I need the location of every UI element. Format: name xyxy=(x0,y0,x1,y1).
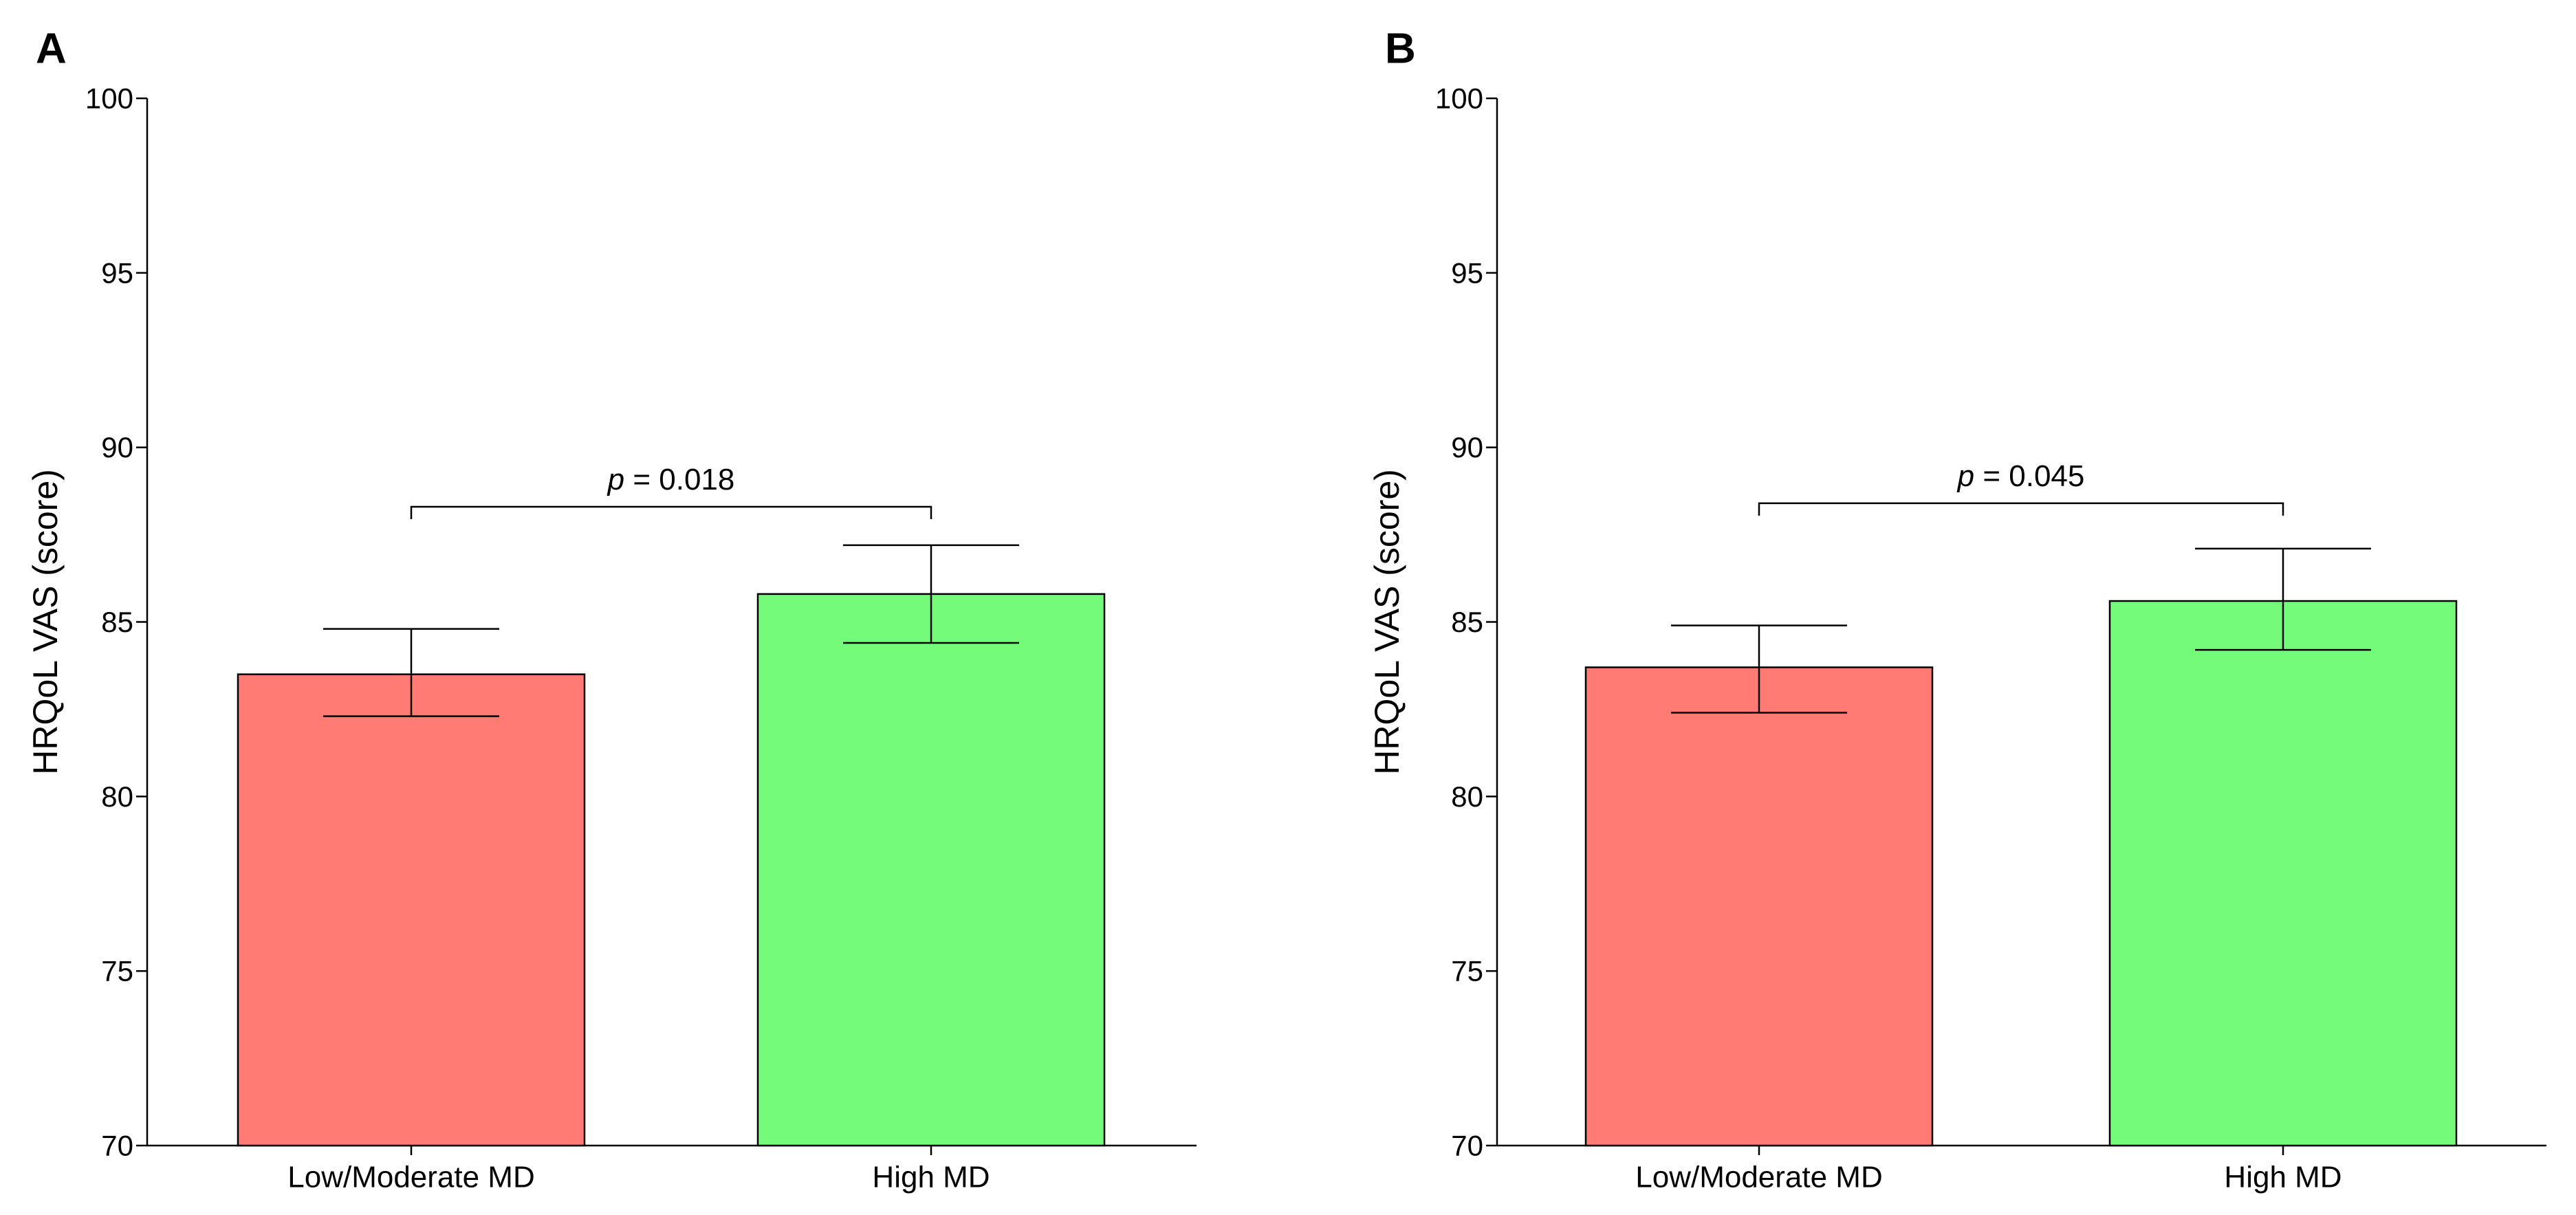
significance-bracket xyxy=(410,505,932,519)
y-tick-label: 70 xyxy=(101,1130,133,1162)
category-label: High MD xyxy=(2224,1161,2342,1194)
y-tick-label: 100 xyxy=(1435,83,1483,115)
significance-bracket xyxy=(1758,502,2284,516)
bar xyxy=(2108,600,2458,1147)
category-label: Low/Moderate MD xyxy=(1635,1161,1882,1194)
p-value-annotation: p = 0.018 xyxy=(607,462,735,496)
y-tick-label: 95 xyxy=(1451,256,1483,289)
y-tick-label: 70 xyxy=(1451,1130,1483,1162)
p-value-text: = 0.018 xyxy=(624,462,734,496)
y-tick-label: 85 xyxy=(101,606,133,638)
p-symbol: p xyxy=(1956,459,1974,492)
p-symbol: p xyxy=(607,462,624,496)
y-axis-title: HRQoL VAS (score) xyxy=(1368,469,1406,775)
bar xyxy=(1584,666,1934,1147)
category-label: High MD xyxy=(872,1161,990,1194)
bar xyxy=(756,593,1106,1147)
y-tick-label: 90 xyxy=(1451,431,1483,463)
y-tick-label: 75 xyxy=(1451,955,1483,987)
panel-label: A xyxy=(36,25,67,72)
p-value-text: = 0.045 xyxy=(1974,459,2084,492)
y-tick-label: 75 xyxy=(101,955,133,987)
panel-b: B 70 75 80 85 90 95 100 HRQoL VAS (score) Low/Mod… xyxy=(1368,25,2546,1194)
y-tick-label: 95 xyxy=(101,256,133,289)
y-tick-label: 80 xyxy=(1451,780,1483,813)
bar xyxy=(237,673,586,1147)
y-tick-label: 100 xyxy=(85,83,133,115)
panel-a: A 70 75 80 85 90 95 100 HRQoL VAS (score) Low/Mod… xyxy=(26,25,1197,1194)
y-tick-label: 85 xyxy=(1451,606,1483,638)
y-tick-label: 90 xyxy=(101,431,133,463)
p-value-annotation: p = 0.045 xyxy=(1956,459,2085,492)
category-label: Low/Moderate MD xyxy=(287,1161,534,1194)
y-axis-title: HRQoL VAS (score) xyxy=(26,469,65,775)
panel-label: B xyxy=(1385,25,1416,72)
y-tick-label: 80 xyxy=(101,780,133,813)
